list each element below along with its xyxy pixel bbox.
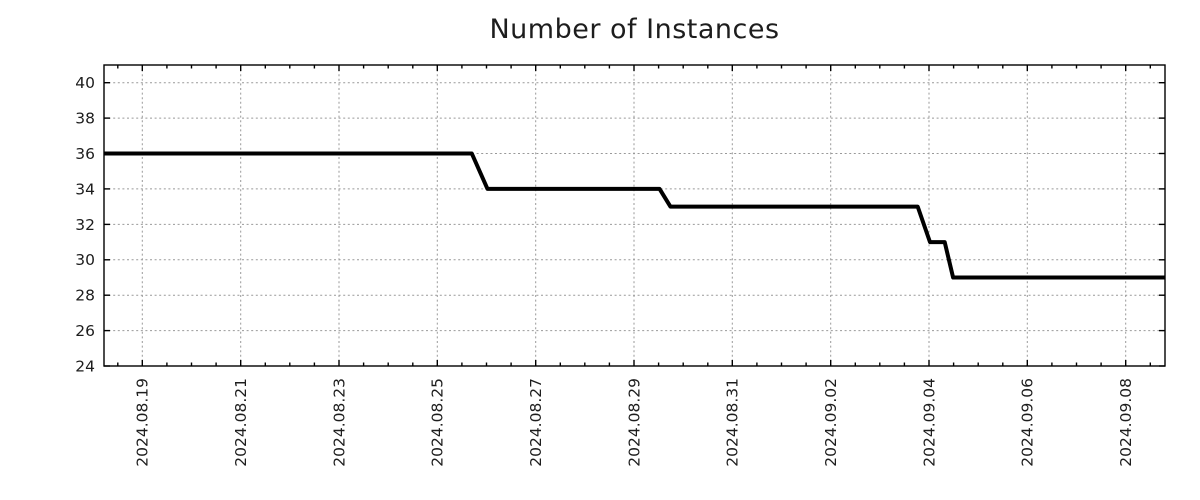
x-tick-label: 2024.08.19 bbox=[134, 378, 152, 467]
y-tick-label: 38 bbox=[75, 110, 95, 128]
x-tick-label: 2024.09.06 bbox=[1019, 378, 1037, 467]
chart-title: Number of Instances bbox=[489, 14, 780, 45]
x-tick-label: 2024.09.08 bbox=[1117, 378, 1135, 467]
x-tick-label: 2024.08.25 bbox=[429, 378, 447, 467]
y-tick-label: 28 bbox=[75, 287, 95, 305]
y-tick-label: 34 bbox=[75, 180, 95, 198]
x-tick-label: 2024.08.21 bbox=[232, 378, 250, 467]
x-tick-label: 2024.08.27 bbox=[527, 378, 545, 467]
series-line bbox=[104, 151, 1165, 280]
y-tick-label: 32 bbox=[75, 216, 95, 234]
y-tick-label: 30 bbox=[75, 251, 95, 269]
plot-frame bbox=[103, 64, 1166, 367]
y-tick-label: 26 bbox=[75, 322, 95, 340]
x-tick-label: 2024.08.23 bbox=[330, 378, 348, 467]
x-tick-label: 2024.09.02 bbox=[822, 378, 840, 467]
x-tick-label: 2024.08.29 bbox=[625, 378, 643, 467]
x-tick-label: 2024.09.04 bbox=[920, 378, 938, 467]
y-tick-label: 36 bbox=[75, 145, 95, 163]
x-tick-label: 2024.08.31 bbox=[724, 378, 742, 467]
y-tick-label: 24 bbox=[75, 357, 95, 375]
y-tick-label: 40 bbox=[75, 74, 95, 92]
